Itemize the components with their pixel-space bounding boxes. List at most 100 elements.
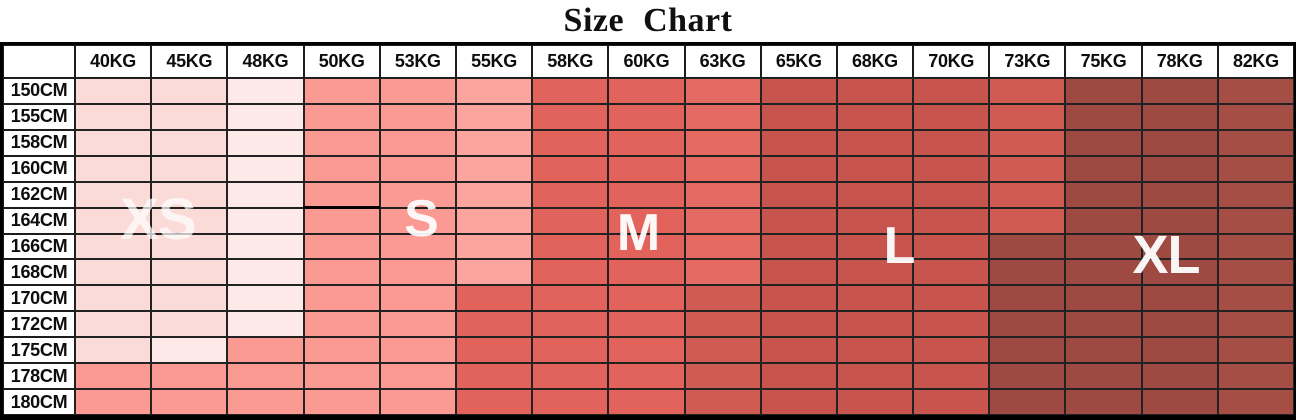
weight-header-53kg: 53KG	[379, 45, 456, 78]
size-cell	[836, 285, 914, 312]
size-cell	[227, 259, 304, 286]
size-cell	[1217, 103, 1294, 130]
size-cell	[913, 78, 990, 104]
size-cell	[532, 207, 609, 234]
size-cell	[227, 363, 304, 390]
size-cell	[913, 363, 990, 390]
size-cell	[379, 103, 456, 130]
height-label-162cm: 162CM	[3, 181, 75, 208]
size-cell	[75, 207, 152, 234]
size-cell	[227, 337, 304, 364]
size-cell	[760, 181, 837, 208]
size-cell	[455, 389, 533, 415]
size-cell	[760, 363, 837, 390]
size-cell	[1217, 233, 1294, 260]
size-cell	[455, 129, 533, 156]
size-cell	[913, 259, 990, 286]
size-cell	[989, 285, 1066, 312]
size-cell	[1065, 233, 1142, 260]
size-cell	[608, 337, 685, 364]
size-cell	[989, 129, 1066, 156]
size-cell	[1141, 259, 1218, 286]
height-label-175cm: 175CM	[3, 337, 75, 364]
size-cell	[379, 155, 456, 182]
size-cell	[379, 129, 456, 156]
size-cell	[913, 155, 990, 182]
weight-header-60kg: 60KG	[608, 45, 685, 78]
size-cell	[455, 207, 533, 234]
size-cell	[989, 233, 1066, 260]
size-cell	[1065, 363, 1142, 390]
size-cell	[151, 285, 228, 312]
weight-header-73kg: 73KG	[989, 45, 1066, 78]
size-cell	[684, 285, 761, 312]
size-cell	[532, 233, 609, 260]
height-label-150cm: 150CM	[3, 78, 75, 104]
size-cell	[379, 311, 456, 338]
size-cell	[608, 207, 685, 234]
size-cell	[836, 311, 914, 338]
size-cell	[379, 207, 456, 234]
size-cell	[227, 311, 304, 338]
size-cell	[151, 129, 228, 156]
size-cell	[227, 389, 304, 415]
weight-header-70kg: 70KG	[913, 45, 990, 78]
size-cell	[227, 285, 304, 312]
size-cell	[1141, 181, 1218, 208]
size-cell	[1141, 78, 1218, 104]
size-cell	[75, 363, 152, 390]
height-label-178cm: 178CM	[3, 363, 75, 390]
size-cell	[303, 103, 380, 130]
size-cell	[151, 337, 228, 364]
size-cell	[1217, 181, 1294, 208]
size-cell	[75, 337, 152, 364]
size-cell	[1217, 129, 1294, 156]
size-cell	[608, 155, 685, 182]
weight-header-40kg: 40KG	[75, 45, 152, 78]
size-cell	[227, 155, 304, 182]
size-cell	[760, 285, 837, 312]
height-label-170cm: 170CM	[3, 285, 75, 312]
size-cell	[989, 259, 1066, 286]
size-cell	[913, 129, 990, 156]
size-cell	[75, 259, 152, 286]
size-cell	[532, 103, 609, 130]
size-cell	[1065, 181, 1142, 208]
size-cell	[303, 389, 380, 415]
size-cell	[532, 285, 609, 312]
size-cell	[684, 337, 761, 364]
size-cell	[836, 363, 914, 390]
size-cell	[379, 389, 456, 415]
size-cell	[608, 78, 685, 104]
size-cell	[1217, 337, 1294, 364]
size-cell	[455, 155, 533, 182]
size-cell	[379, 259, 456, 286]
size-cell	[75, 129, 152, 156]
size-cell	[989, 78, 1066, 104]
size-cell	[532, 337, 609, 364]
size-cell	[227, 181, 304, 208]
size-cell	[608, 129, 685, 156]
size-cell	[684, 311, 761, 338]
size-cell	[1065, 259, 1142, 286]
size-cell	[836, 103, 914, 130]
size-cell	[379, 285, 456, 312]
size-cell	[836, 337, 914, 364]
weight-header-63kg: 63KG	[684, 45, 761, 78]
weight-header-48kg: 48KG	[227, 45, 304, 78]
size-cell	[913, 337, 990, 364]
size-cell	[1141, 129, 1218, 156]
size-cell	[227, 129, 304, 156]
size-cell	[1065, 78, 1142, 104]
size-cell	[532, 389, 609, 415]
size-cell	[379, 181, 456, 208]
size-cell	[379, 233, 456, 260]
size-cell	[532, 311, 609, 338]
size-cell	[532, 363, 609, 390]
size-cell	[1065, 103, 1142, 130]
weight-header-78kg: 78KG	[1141, 45, 1218, 78]
size-cell	[1141, 207, 1218, 234]
size-cell	[836, 233, 914, 260]
size-grid: 40KG 45KG 48KG 50KG 53KG 55KG 58KG 60KG 63KG 65KG…	[0, 42, 1296, 420]
